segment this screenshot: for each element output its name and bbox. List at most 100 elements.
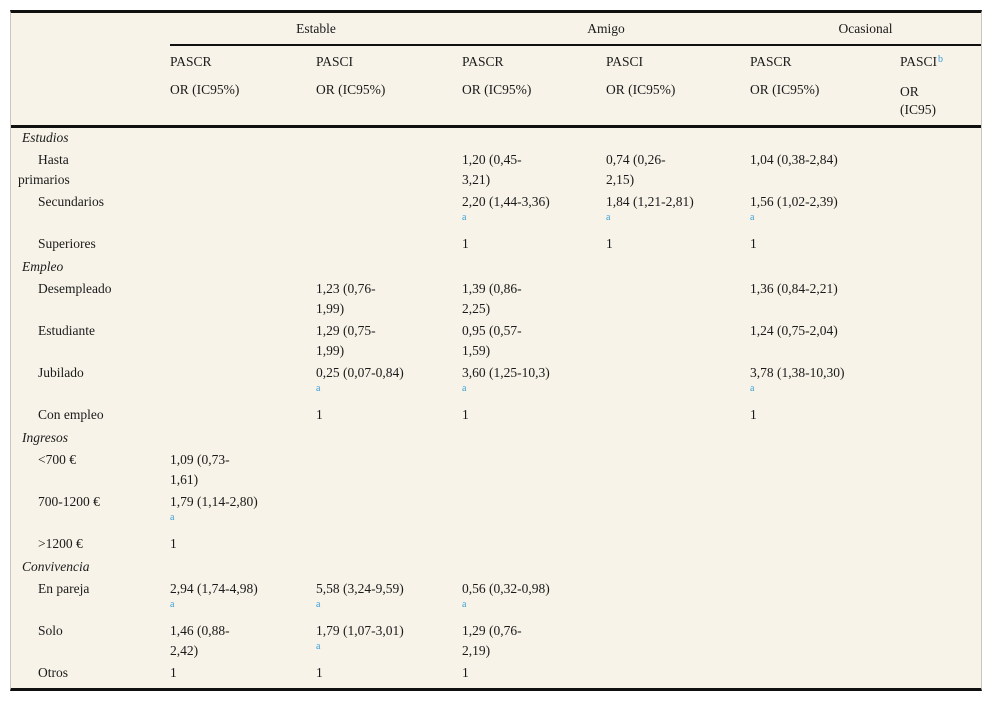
or-value: 1,04 (0,38-2,84) bbox=[750, 152, 838, 167]
or-value: 1,20 (0,45- 3,21) bbox=[462, 152, 522, 187]
table-row: Superiores 1 1 1 bbox=[11, 234, 981, 257]
column-subheader: OR (IC95%) bbox=[750, 82, 820, 97]
footnote-marker-a: a bbox=[750, 383, 755, 394]
cell-amigo-pascr: 0,56 (0,32-0,98) a bbox=[462, 579, 606, 610]
column-subheader: OR (IC95) bbox=[900, 84, 936, 117]
column-header-ocasional-pascr: PASCR OR (IC95%) bbox=[750, 46, 900, 125]
table-row: Hasta primarios 1,20 (0,45- 3,21) 0,74 (0,… bbox=[11, 150, 981, 192]
or-value: 3,78 (1,38-10,30) bbox=[750, 365, 845, 380]
cell-estable-pasci: 0,25 (0,07-0,84) a bbox=[316, 363, 462, 394]
or-value: 1,36 (0,84-2,21) bbox=[750, 281, 838, 296]
column-subheader: OR (IC95%) bbox=[606, 82, 676, 97]
footnote-marker-a: a bbox=[462, 599, 467, 610]
row-label: >1200 € bbox=[38, 536, 83, 551]
footnote-marker-a: a bbox=[606, 212, 611, 223]
footnote-marker-a: a bbox=[170, 599, 175, 610]
group-header-spacer bbox=[11, 37, 170, 44]
or-value: 1,39 (0,86- 2,25) bbox=[462, 281, 522, 316]
column-subheader: OR (IC95%) bbox=[316, 82, 386, 97]
group-header-estable: Estable bbox=[296, 21, 336, 36]
or-value: 1 bbox=[316, 407, 323, 422]
table-row: Estudiante 1,29 (0,75- 1,99) 0,95 (0,57- 1… bbox=[11, 321, 981, 363]
or-value: 1,79 (1,14-2,80) bbox=[170, 494, 258, 509]
cell-amigo-pascr: 2,20 (1,44-3,36) a bbox=[462, 192, 606, 223]
column-header-spacer bbox=[11, 46, 170, 125]
or-value: 1 bbox=[316, 665, 323, 680]
column-name: PASCR bbox=[462, 54, 504, 69]
or-value: 1,56 (1,02-2,39) bbox=[750, 194, 838, 209]
or-value: 1 bbox=[606, 236, 613, 251]
table-row: Desempleado 1,23 (0,76- 1,99) 1,39 (0,86- … bbox=[11, 279, 981, 321]
or-value: 1 bbox=[170, 665, 177, 680]
cell-amigo-pascr: 1,29 (0,76- 2,19) bbox=[462, 621, 606, 661]
cell-estable-pascr: 1,09 (0,73- 1,61) bbox=[170, 450, 316, 490]
row-label: Ingresos bbox=[22, 430, 68, 445]
group-header-amigo: Amigo bbox=[587, 21, 625, 36]
footnote-marker-a: a bbox=[316, 383, 321, 394]
row-label: Estudios bbox=[22, 130, 69, 145]
column-header-amigo-pascr: PASCR OR (IC95%) bbox=[462, 46, 606, 125]
footnote-marker-a: a bbox=[462, 212, 467, 223]
row-label: Empleo bbox=[22, 259, 64, 274]
or-value: 0,25 (0,07-0,84) bbox=[316, 365, 404, 380]
or-value: 1,24 (0,75-2,04) bbox=[750, 323, 838, 338]
footnote-marker-a: a bbox=[316, 641, 321, 652]
table-row: 700-1200 € 1,79 (1,14-2,80) a bbox=[11, 492, 981, 534]
results-table: Estable Amigo Ocasional PASCR OR (IC95%)… bbox=[10, 10, 982, 691]
row-label: Convivencia bbox=[22, 559, 90, 574]
cell-estable-pascr: 1,79 (1,14-2,80) a bbox=[170, 492, 316, 523]
row-label: En pareja bbox=[38, 581, 90, 596]
cell-estable-pascr: 2,94 (1,74-4,98) a bbox=[170, 579, 316, 610]
column-header-ocasional-pasci: PASCIb OR (IC95) bbox=[900, 46, 981, 125]
group-header-ocasional: Ocasional bbox=[838, 21, 893, 36]
cell-amigo-pascr: 1,20 (0,45- 3,21) bbox=[462, 150, 606, 190]
or-value: 0,56 (0,32-0,98) bbox=[462, 581, 550, 596]
cell-amigo-pascr: 3,60 (1,25-10,3) a bbox=[462, 363, 606, 394]
cell-amigo-pasci: 0,74 (0,26- 2,15) bbox=[606, 150, 750, 190]
column-name: PASCR bbox=[750, 54, 792, 69]
or-value: 1 bbox=[462, 236, 469, 251]
table-row: En pareja 2,94 (1,74-4,98) a 5,58 (3,24-9,5… bbox=[11, 579, 981, 621]
or-value: 1,46 (0,88- 2,42) bbox=[170, 623, 230, 658]
cell-amigo-pascr: 1,39 (0,86- 2,25) bbox=[462, 279, 606, 319]
row-label: Desempleado bbox=[38, 281, 112, 296]
cell-ocasional-pascr: 3,78 (1,38-10,30) a bbox=[750, 363, 900, 394]
column-subheader: OR (IC95%) bbox=[170, 82, 240, 97]
column-header-row: PASCR OR (IC95%) PASCI OR (IC95%) PASCR … bbox=[11, 46, 981, 125]
or-value: 1 bbox=[750, 236, 757, 251]
or-value: 0,74 (0,26- 2,15) bbox=[606, 152, 666, 187]
group-header-rule bbox=[170, 44, 981, 46]
cell-ocasional-pascr: 1,04 (0,38-2,84) bbox=[750, 150, 900, 170]
cell-estable-pasci: 1 bbox=[316, 405, 462, 425]
cell-amigo-pasci: 1 bbox=[606, 234, 750, 254]
column-subheader: OR (IC95%) bbox=[462, 82, 532, 97]
table-row: <700 € 1,09 (0,73- 1,61) bbox=[11, 450, 981, 492]
table-row: Solo 1,46 (0,88- 2,42) 1,79 (1,07-3,01) a 1,… bbox=[11, 621, 981, 663]
cell-amigo-pasci: 1,84 (1,21-2,81) a bbox=[606, 192, 750, 223]
or-value: 1,09 (0,73- 1,61) bbox=[170, 452, 230, 487]
footnote-marker-a: a bbox=[316, 599, 321, 610]
cell-ocasional-pascr: 1,36 (0,84-2,21) bbox=[750, 279, 900, 299]
row-label: Superiores bbox=[38, 236, 96, 251]
header-body-rule bbox=[11, 125, 981, 128]
table-row: Convivencia bbox=[11, 557, 981, 579]
row-label: Hasta primarios bbox=[18, 152, 70, 187]
or-value: 3,60 (1,25-10,3) bbox=[462, 365, 550, 380]
row-label: Solo bbox=[38, 623, 63, 638]
row-label: Con empleo bbox=[38, 407, 104, 422]
cell-ocasional-pascr: 1,56 (1,02-2,39) a bbox=[750, 192, 900, 223]
cell-amigo-pascr: 1 bbox=[462, 663, 606, 683]
cell-amigo-pascr: 1 bbox=[462, 234, 606, 254]
cell-estable-pasci: 1 bbox=[316, 663, 462, 683]
cell-estable-pasci: 1,23 (0,76- 1,99) bbox=[316, 279, 462, 319]
row-label: Jubilado bbox=[38, 365, 84, 380]
or-value: 0,95 (0,57- 1,59) bbox=[462, 323, 522, 358]
footnote-marker-b: b bbox=[938, 54, 944, 65]
column-name: PASCR bbox=[170, 54, 212, 69]
cell-ocasional-pascr: 1 bbox=[750, 405, 900, 425]
or-value: 1 bbox=[462, 407, 469, 422]
footnote-marker-a: a bbox=[750, 212, 755, 223]
or-value: 1 bbox=[462, 665, 469, 680]
column-name: PASCIb bbox=[900, 54, 944, 69]
table-row: Ingresos bbox=[11, 428, 981, 450]
